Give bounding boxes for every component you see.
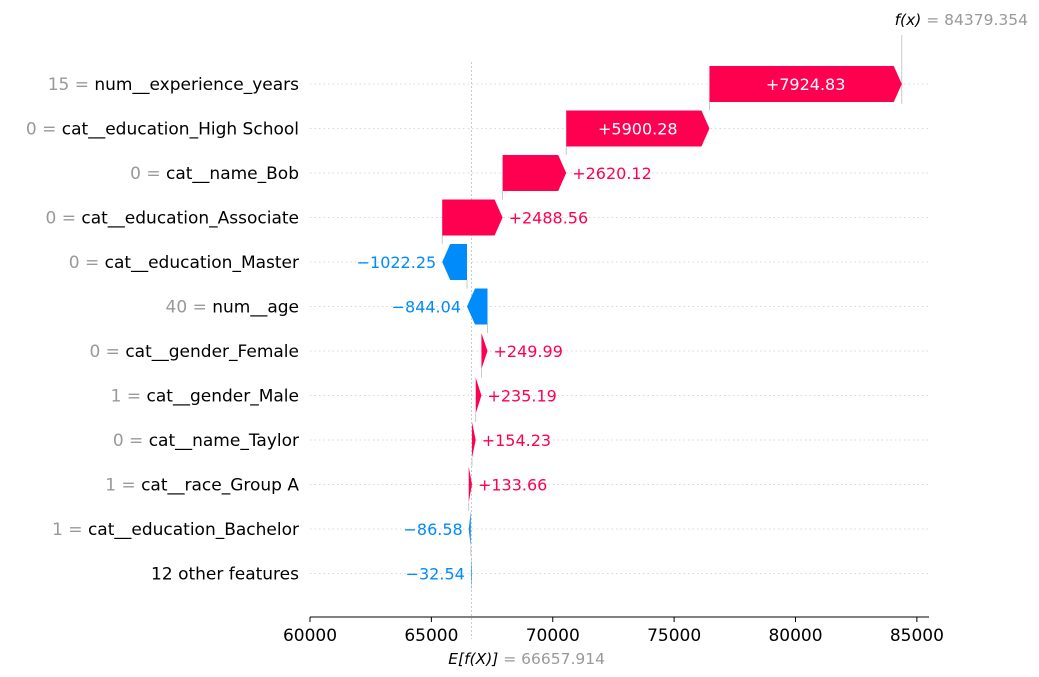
waterfall-bar — [481, 333, 488, 369]
waterfall-bar — [467, 288, 488, 325]
waterfall-bar — [502, 155, 567, 191]
feature-value: 1 = — [105, 476, 141, 496]
feature-value: 0 = — [26, 120, 62, 140]
feature-value: 15 = — [48, 75, 95, 95]
x-tick-label: 85000 — [890, 626, 944, 646]
x-tick-label: 60000 — [283, 626, 337, 646]
final-value-label: f(x) = 84379.354 — [895, 11, 1028, 29]
waterfall-bar — [566, 110, 710, 147]
feature-labels: 15 = num__experience_years 0 = cat__educa… — [26, 75, 299, 585]
base-value-label: E[f(X)] = 66657.914 — [448, 650, 605, 668]
feature-name: cat__gender_Female — [125, 342, 299, 362]
final-label-name: f(x) — [895, 11, 922, 29]
feature-value: 1 = — [52, 520, 88, 540]
waterfall-bar — [442, 199, 503, 236]
waterfall-bar — [468, 511, 471, 547]
bar-labels: +7924.83 +5900.28 +2620.12 +2488.56 −1022.25… — [357, 75, 846, 584]
base-label-value: = 66657.914 — [498, 650, 605, 668]
feature-label: 1 = cat__gender_Male — [111, 387, 299, 407]
feature-name: cat__education_Bachelor — [88, 520, 299, 540]
x-tick-label: 75000 — [647, 626, 701, 646]
waterfall-bar — [475, 377, 482, 414]
bar-value-label: −86.58 — [404, 520, 463, 539]
final-label-value: = 84379.354 — [921, 11, 1028, 29]
bar-value-label: +7924.83 — [766, 75, 846, 94]
feature-label: 15 = num__experience_years — [48, 75, 299, 95]
feature-value: 0 = — [113, 431, 149, 451]
feature-name: cat__education_High School — [62, 120, 299, 140]
x-tick-label: 80000 — [768, 626, 822, 646]
feature-name: cat__education_Associate — [81, 209, 299, 229]
feature-value: 0 = — [45, 209, 81, 229]
bar-value-label: +154.23 — [482, 431, 551, 450]
feature-name: 12 other features — [151, 565, 299, 585]
bar-value-label: +2620.12 — [572, 164, 652, 183]
waterfall-bar — [468, 466, 472, 503]
feature-label: 12 other features — [151, 565, 299, 585]
feature-name: cat__name_Bob — [166, 164, 299, 184]
feature-value: 40 = — [166, 298, 213, 318]
feature-label: 0 = cat__name_Taylor — [113, 431, 299, 451]
feature-name: cat__gender_Male — [147, 387, 299, 407]
bar-value-label: +133.66 — [478, 476, 547, 495]
x-tick-label: 70000 — [526, 626, 580, 646]
feature-label: 0 = cat__education_Master — [69, 253, 299, 273]
feature-name: cat__education_Master — [105, 253, 299, 273]
x-tick-label: 65000 — [404, 626, 458, 646]
feature-label: 1 = cat__race_Group A — [105, 476, 299, 496]
feature-name: cat__name_Taylor — [149, 431, 299, 451]
waterfall-bar — [709, 66, 902, 102]
feature-name: cat__race_Group A — [141, 476, 299, 496]
feature-label: 0 = cat__education_High School — [26, 120, 299, 140]
feature-label: 40 = num__age — [166, 298, 299, 318]
x-axis: 60000 65000 70000 75000 80000 85000 — [283, 616, 944, 646]
waterfall-bar — [442, 244, 468, 280]
feature-value: 0 = — [69, 253, 105, 273]
bar-value-label: −1022.25 — [357, 253, 437, 272]
bar-value-label: +235.19 — [487, 387, 556, 406]
feature-name: num__age — [212, 298, 299, 318]
feature-value: 0 = — [130, 164, 166, 184]
feature-label: 0 = cat__gender_Female — [89, 342, 299, 362]
base-label-name: E[f(X)] — [448, 650, 498, 668]
bar-value-label: +249.99 — [493, 342, 562, 361]
waterfall-bar — [471, 422, 476, 458]
bar-value-label: +2488.56 — [509, 209, 589, 228]
bars — [442, 66, 902, 592]
bar-value-label: −32.54 — [406, 565, 465, 584]
waterfall-bar — [470, 555, 472, 592]
feature-name: num__experience_years — [94, 75, 299, 95]
bar-value-label: −844.04 — [392, 298, 461, 317]
reference-lines — [441, 35, 903, 639]
bar-value-label: +5900.28 — [598, 120, 678, 139]
feature-label: 1 = cat__education_Bachelor — [52, 520, 299, 540]
feature-label: 0 = cat__name_Bob — [130, 164, 299, 184]
feature-value: 1 = — [111, 387, 147, 407]
grid-lines — [310, 83, 929, 574]
feature-value: 0 = — [89, 342, 125, 362]
feature-label: 0 = cat__education_Associate — [45, 209, 299, 229]
